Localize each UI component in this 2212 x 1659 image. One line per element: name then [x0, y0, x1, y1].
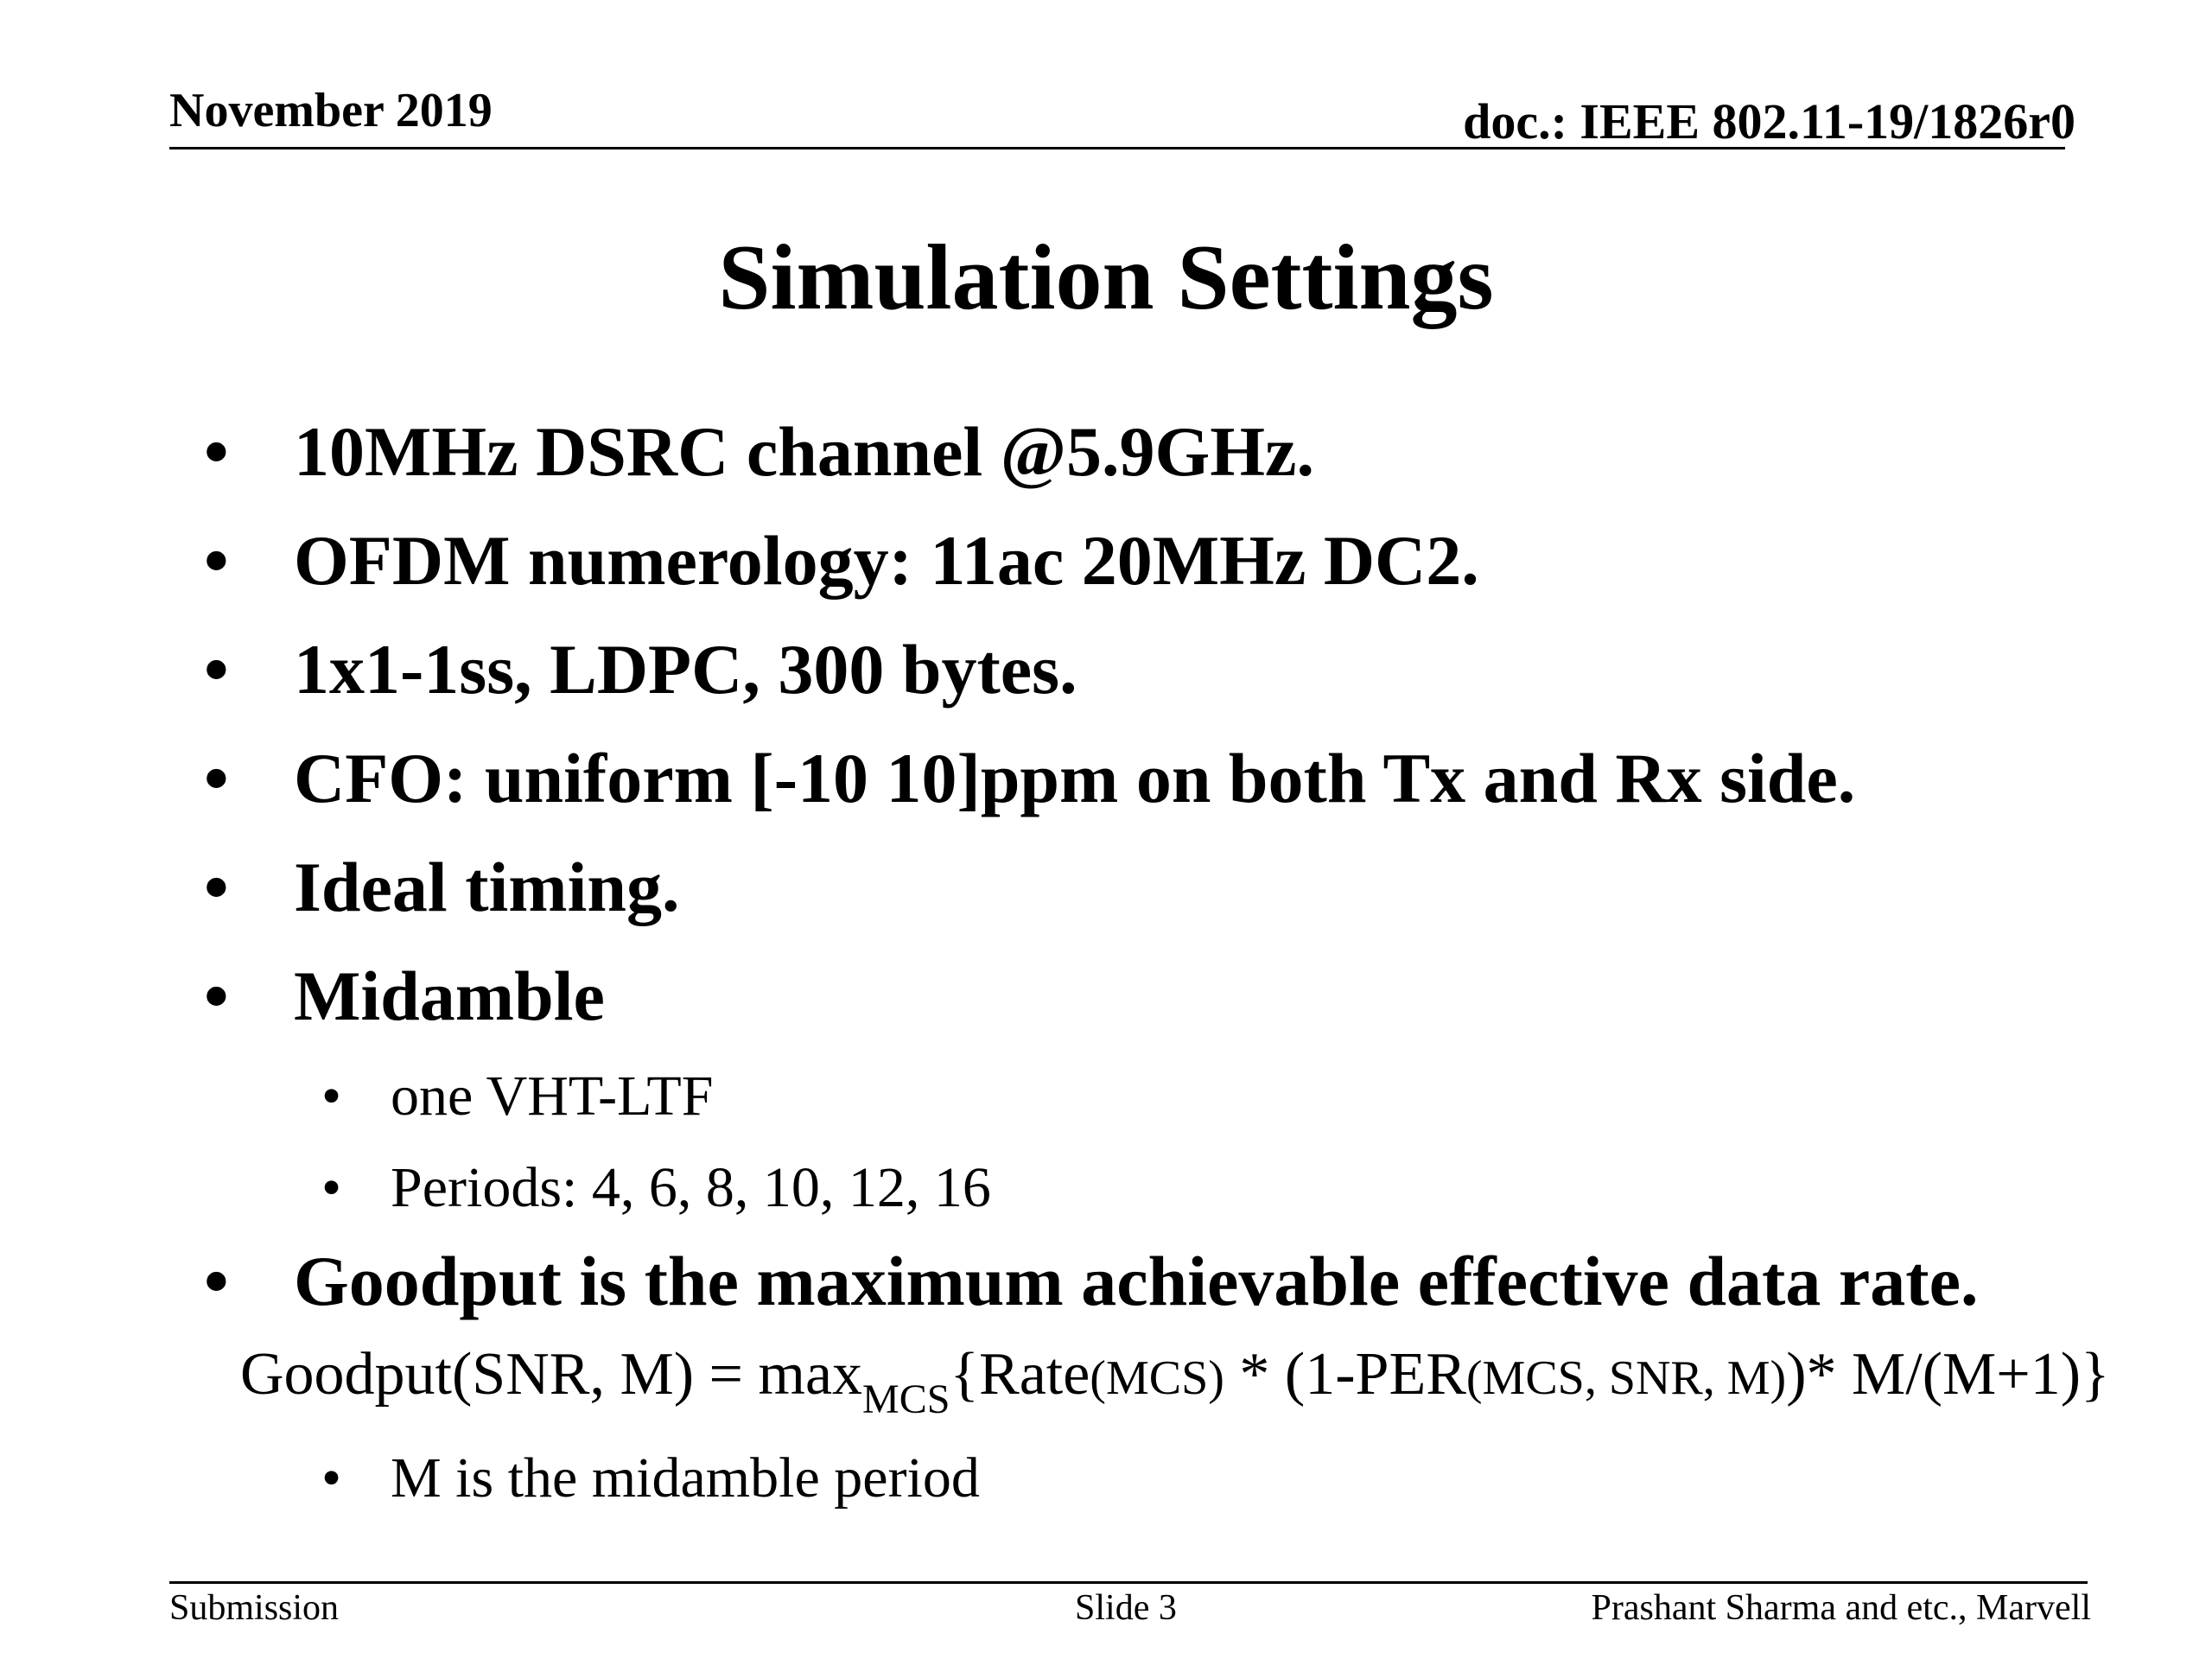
- footer-submission: Submission: [169, 1588, 340, 1628]
- bullet-text: CFO: uniform [-10 10]ppm on both Tx and …: [294, 739, 1856, 817]
- bullet-text: 1x1-1ss, LDPC, 300 bytes.: [294, 630, 1077, 709]
- goodput-formula: Goodput(SNR, M) = maxMCS{Rate(MCS) * (1-…: [240, 1341, 2110, 1421]
- bullet-text: OFDM numerology: 11ac 20MHz DC2.: [294, 521, 1479, 600]
- formula-per-arg: (MCS, SNR, M): [1465, 1351, 1787, 1405]
- formula-open: {Rate: [950, 1341, 1090, 1408]
- formula-tail: )* M/(M+1)}: [1786, 1341, 2110, 1408]
- bullet-marker: •: [204, 630, 229, 709]
- bullet-text: 10MHz DSRC channel @5.9GHz.: [294, 412, 1314, 491]
- bullet-marker: •: [321, 1156, 342, 1219]
- header-divider: [169, 147, 2065, 149]
- footer-author: Prashant Sharma and etc., Marvell: [1591, 1588, 2091, 1628]
- footer-slide-number: Slide 3: [1075, 1588, 1177, 1628]
- sub-bullet-text: M is the midamble period: [391, 1446, 980, 1510]
- bullet-text: Ideal timing.: [294, 848, 680, 926]
- bullet-marker: •: [204, 957, 229, 1035]
- bullet-marker: •: [321, 1065, 342, 1128]
- bullet-marker: •: [204, 521, 229, 600]
- bullet-marker: •: [204, 848, 229, 926]
- header-date: November 2019: [169, 84, 493, 137]
- formula-lhs: Goodput(SNR, M) = max: [240, 1341, 863, 1408]
- footer-divider: [169, 1581, 2088, 1584]
- sub-bullet-text: Periods: 4, 6, 8, 10, 12, 16: [391, 1156, 991, 1219]
- slide-title: Simulation Settings: [718, 226, 1494, 329]
- sub-bullet-text: one VHT-LTF: [391, 1065, 714, 1128]
- formula-rate-arg: (MCS): [1090, 1351, 1224, 1405]
- bullet-marker: •: [321, 1446, 342, 1510]
- bullet-list: • 10MHz DSRC channel @5.9GHz. • OFDM num…: [204, 412, 2110, 1510]
- formula-mid: * (1-PER: [1224, 1341, 1466, 1408]
- bullet-marker: •: [204, 412, 229, 491]
- bullet-text: Midamble: [294, 957, 605, 1035]
- bullet-marker: •: [204, 739, 229, 817]
- bullet-text: Goodput is the maximum achievable effect…: [294, 1242, 1979, 1320]
- formula-subscript: MCS: [862, 1376, 950, 1422]
- bullet-marker: •: [204, 1242, 229, 1320]
- header-doc-id: doc.: IEEE 802.11-19/1826r0: [1463, 93, 2075, 149]
